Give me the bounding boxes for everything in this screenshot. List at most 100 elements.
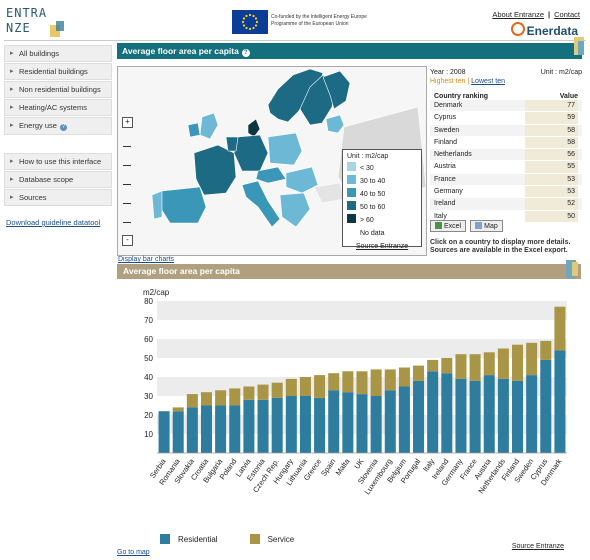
legend-swatch xyxy=(347,188,356,197)
zoom-tick xyxy=(123,203,131,204)
sidebar-item-energy-use[interactable]: Energy use? xyxy=(4,117,112,135)
ranking-row[interactable]: Denmark 77 xyxy=(430,100,582,113)
ranking-row[interactable]: Germany 53 xyxy=(430,186,582,199)
bar-service xyxy=(271,382,283,398)
legend-label: Service xyxy=(267,535,295,544)
ranking-row[interactable]: Finland 58 xyxy=(430,136,582,150)
sidebar-item-database-scope[interactable]: Database scope xyxy=(4,171,112,188)
map-region-ireland[interactable] xyxy=(187,122,201,138)
help-icon[interactable]: ? xyxy=(241,49,250,57)
map-region-uk[interactable] xyxy=(199,112,219,140)
ranking-value: 50 xyxy=(525,210,578,222)
zoom-in-button[interactable]: + xyxy=(122,117,133,128)
zoom-out-button[interactable]: - xyxy=(122,235,133,246)
contact-link[interactable]: Contact xyxy=(554,10,580,19)
map-region-portugal[interactable] xyxy=(151,190,163,220)
map-region-finland[interactable] xyxy=(322,70,351,110)
sidebar-item-label: Residential buildings xyxy=(19,67,88,76)
ranking-row[interactable]: Austria 55 xyxy=(430,161,582,174)
ranking-header: Year : 2008 Unit : m2/cap xyxy=(430,69,582,76)
sidebar-item-sources[interactable]: Sources xyxy=(4,189,112,206)
ranking-row[interactable]: Netherlands 56 xyxy=(430,149,582,162)
ranking-country: Italy xyxy=(434,212,447,220)
bar-service xyxy=(328,373,340,391)
bar-service xyxy=(314,375,326,398)
logo-square-2 xyxy=(56,21,64,31)
ranking-country: Austria xyxy=(434,163,456,171)
stacked-bar-chart: m2/cap1020304050607080SerbiaRomaniaSlova… xyxy=(143,288,567,496)
map-button[interactable]: Map xyxy=(470,220,503,232)
map-region-baltics[interactable] xyxy=(325,114,345,134)
display-bar-charts-link[interactable]: Display bar charts xyxy=(118,256,175,263)
map-region-poland[interactable] xyxy=(267,132,303,166)
zoom-tick xyxy=(123,184,131,185)
sidebar-menu-secondary: How to use this interface Database scope… xyxy=(4,153,112,207)
ranking-country: Cyprus xyxy=(434,114,457,122)
x-tick-label: Malta xyxy=(334,456,352,477)
chart-legend: Residential Service xyxy=(160,534,294,544)
sidebar-menu-primary: All buildings Residential buildings Non … xyxy=(4,45,112,136)
legend-swatch xyxy=(347,201,356,210)
map-zoom-control: + - xyxy=(122,117,133,246)
help-icon[interactable]: ? xyxy=(59,124,67,131)
eu-flag-icon xyxy=(232,10,268,34)
legend-swatch xyxy=(249,534,260,544)
ranking-note: Click on a country to display more detai… xyxy=(430,239,585,255)
bar-service xyxy=(370,369,382,396)
europe-map[interactable]: + - Unit : m2/cap < 30 30 to 40 40 to 50… xyxy=(117,66,427,256)
enerdata-logo[interactable]: Enerdata xyxy=(510,22,578,38)
map-region-italy[interactable] xyxy=(241,180,281,228)
legend-item-service: Service xyxy=(249,534,295,544)
bar-residential xyxy=(455,378,467,453)
ranking-value: 58 xyxy=(525,136,578,149)
sidebar-item-non-residential-buildings[interactable]: Non residential buildings xyxy=(4,81,112,98)
chart-header-decoration-2 xyxy=(572,262,578,276)
sidebar-item-residential-buildings[interactable]: Residential buildings xyxy=(4,63,112,80)
legend-row: > 60 xyxy=(347,214,417,226)
map-region-france[interactable] xyxy=(193,144,237,196)
map-icon xyxy=(475,222,483,229)
sidebar-item-label: All buildings xyxy=(19,49,60,58)
legend-item-residential: Residential xyxy=(160,534,218,544)
lowest-ten-link[interactable]: Lowest ten xyxy=(471,78,506,85)
logo-square xyxy=(50,25,60,37)
bar-service xyxy=(257,384,269,400)
grid-band xyxy=(157,320,567,339)
bar-service xyxy=(299,377,311,396)
map-region-romania[interactable] xyxy=(285,166,319,194)
bar-service xyxy=(483,352,495,376)
map-source-link[interactable]: Source Entranze xyxy=(356,243,409,250)
chart-source-link[interactable]: Source Entranze xyxy=(511,543,564,550)
bar-residential xyxy=(512,380,524,453)
sidebar-item-all-buildings[interactable]: All buildings xyxy=(4,45,112,62)
ranking-row[interactable]: France 53 xyxy=(430,173,582,187)
zoom-tick xyxy=(123,222,131,223)
legend-label: 40 to 50 xyxy=(360,191,386,198)
sidebar-item-how-to-use[interactable]: How to use this interface xyxy=(4,153,112,170)
ranking-row[interactable]: Sweden 58 xyxy=(430,124,582,137)
map-region-spain[interactable] xyxy=(159,186,207,224)
go-to-map-link[interactable]: Go to map xyxy=(117,549,150,556)
about-link[interactable]: About Entranze xyxy=(492,10,545,19)
y-tick-label: 20 xyxy=(144,411,153,420)
eu-text-line2: Programme of the European Union xyxy=(271,21,349,27)
map-region-netherlands[interactable] xyxy=(225,136,239,152)
ranking-value: 52 xyxy=(525,198,578,210)
sidebar-item-heating-ac-systems[interactable]: Heating/AC systems xyxy=(4,99,112,116)
excel-export-button[interactable]: Excel xyxy=(430,220,467,232)
top-links: About Entranze | Contact xyxy=(492,10,580,19)
bar-residential xyxy=(540,359,552,453)
legend-swatch xyxy=(347,175,356,184)
map-region-austria-hungary[interactable] xyxy=(255,166,287,184)
excel-button-label: Excel xyxy=(444,223,462,230)
map-region-denmark[interactable] xyxy=(247,118,261,138)
download-guideline-link[interactable]: Download guideline datatool xyxy=(6,218,101,227)
bar-residential xyxy=(243,399,255,453)
entranze-logo[interactable]: ENTRA NZE xyxy=(6,6,64,38)
map-region-balkans-greece[interactable] xyxy=(279,192,311,228)
sidebar-item-label: How to use this interface xyxy=(19,157,102,166)
ranking-row[interactable]: Cyprus 59 xyxy=(430,112,582,125)
highest-ten-link[interactable]: Highest ten xyxy=(430,78,466,85)
ranking-row[interactable]: Ireland 52 xyxy=(430,198,582,211)
ranking-row[interactable]: Italy 50 xyxy=(430,210,582,223)
